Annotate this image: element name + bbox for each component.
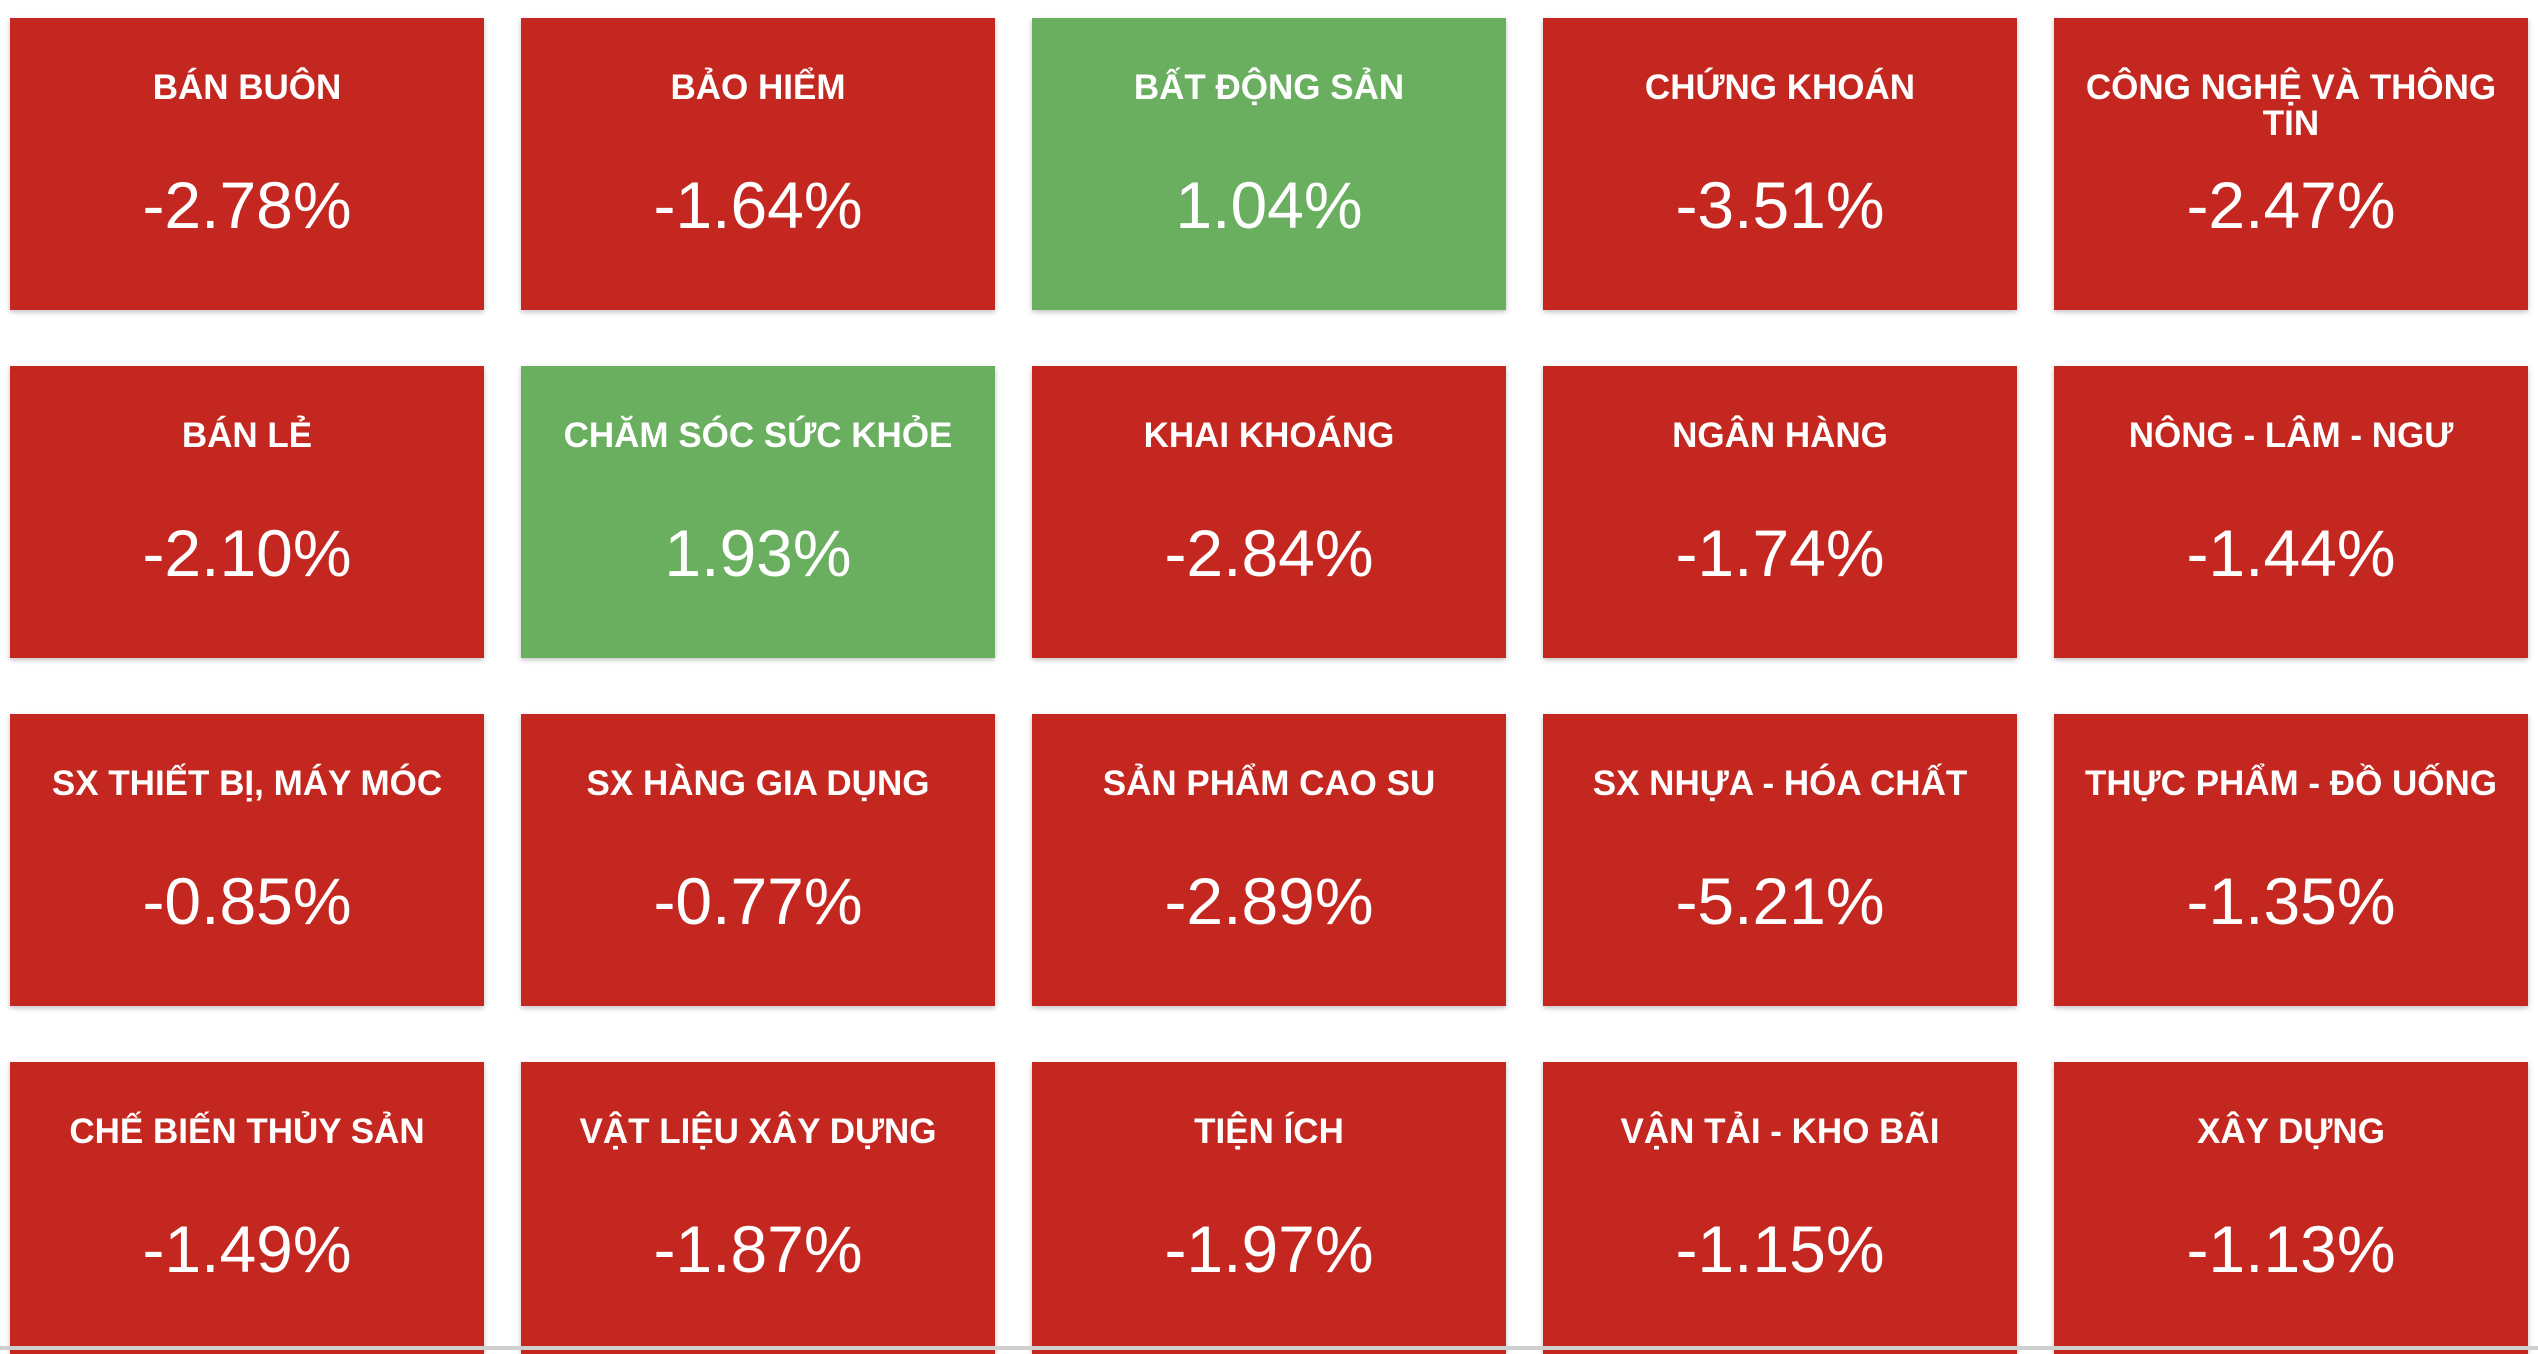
sector-tile[interactable]: VẬN TẢI - KHO BÃI -1.15%: [1543, 1062, 2017, 1354]
sector-tile[interactable]: CHỨNG KHOÁN -3.51%: [1543, 18, 2017, 310]
sector-label: BẤT ĐỘNG SẢN: [1133, 68, 1405, 107]
sector-label: NÔNG - LÂM - NGƯ: [2128, 416, 2454, 455]
sector-tile[interactable]: CHẾ BIẾN THỦY SẢN -1.49%: [10, 1062, 484, 1354]
sector-label: SX THIẾT BỊ, MÁY MÓC: [51, 764, 443, 803]
sector-label: CÔNG NGHỆ VÀ THÔNG TIN: [2085, 68, 2497, 143]
sector-tile[interactable]: BẢO HIỂM -1.64%: [521, 18, 995, 310]
sector-change-value: -2.89%: [1164, 864, 1374, 938]
sector-tile[interactable]: TIỆN ÍCH -1.97%: [1032, 1062, 1506, 1354]
sector-change-value: -2.84%: [1164, 516, 1374, 590]
sector-label: SX NHỰA - HÓA CHẤT: [1592, 764, 1968, 803]
sector-change-value: -1.49%: [142, 1212, 352, 1286]
sector-label: VẬT LIỆU XÂY DỰNG: [579, 1112, 937, 1151]
sector-change-value: -0.77%: [653, 864, 863, 938]
sector-label: TIỆN ÍCH: [1194, 1112, 1344, 1151]
sector-tile[interactable]: BÁN LẺ -2.10%: [10, 366, 484, 658]
sector-change-value: -1.15%: [1675, 1212, 1885, 1286]
sector-tile[interactable]: CÔNG NGHỆ VÀ THÔNG TIN -2.47%: [2054, 18, 2528, 310]
sector-tile[interactable]: SX HÀNG GIA DỤNG -0.77%: [521, 714, 995, 1006]
sector-tile[interactable]: BÁN BUÔN -2.78%: [10, 18, 484, 310]
sector-tile[interactable]: SX NHỰA - HÓA CHẤT -5.21%: [1543, 714, 2017, 1006]
sector-change-value: -0.85%: [142, 864, 352, 938]
sector-label: BÁN LẺ: [181, 416, 313, 455]
sector-label: THỰC PHẨM - ĐỒ UỐNG: [2084, 764, 2498, 803]
sector-label: SẢN PHẨM CAO SU: [1102, 764, 1436, 803]
sector-change-value: -1.87%: [653, 1212, 863, 1286]
sector-tile[interactable]: VẬT LIỆU XÂY DỰNG -1.87%: [521, 1062, 995, 1354]
sector-change-value: -1.64%: [653, 168, 863, 242]
sector-change-value: -2.78%: [142, 168, 352, 242]
sector-label: CHẾ BIẾN THỦY SẢN: [69, 1112, 425, 1151]
sector-change-value: 1.04%: [1175, 168, 1363, 242]
sector-label: KHAI KHOÁNG: [1143, 416, 1395, 455]
sector-label: SX HÀNG GIA DỤNG: [586, 764, 930, 803]
sector-tile[interactable]: SX THIẾT BỊ, MÁY MÓC -0.85%: [10, 714, 484, 1006]
sector-change-value: -3.51%: [1675, 168, 1885, 242]
sector-tile[interactable]: NÔNG - LÂM - NGƯ -1.44%: [2054, 366, 2528, 658]
sector-label: VẬN TẢI - KHO BÃI: [1620, 1112, 1940, 1151]
sector-change-value: -1.74%: [1675, 516, 1885, 590]
sector-tile[interactable]: SẢN PHẨM CAO SU -2.89%: [1032, 714, 1506, 1006]
sector-label: XÂY DỰNG: [2197, 1112, 2385, 1151]
sector-change-value: -5.21%: [1675, 864, 1885, 938]
sector-tile[interactable]: CHĂM SÓC SỨC KHỎE 1.93%: [521, 366, 995, 658]
bottom-divider: [0, 1346, 2538, 1350]
sector-change-value: -1.35%: [2186, 864, 2396, 938]
sector-change-value: 1.93%: [664, 516, 852, 590]
sector-heatmap: BÁN BUÔN -2.78% BẢO HIỂM -1.64% BẤT ĐỘNG SẢN…: [10, 18, 2528, 1354]
sector-label: CHĂM SÓC SỨC KHỎE: [563, 416, 953, 455]
sector-tile[interactable]: KHAI KHOÁNG -2.84%: [1032, 366, 1506, 658]
sector-change-value: -1.44%: [2186, 516, 2396, 590]
sector-tile[interactable]: BẤT ĐỘNG SẢN 1.04%: [1032, 18, 1506, 310]
sector-label: BÁN BUÔN: [152, 68, 342, 107]
sector-change-value: -2.47%: [2186, 168, 2396, 242]
sector-label: CHỨNG KHOÁN: [1644, 68, 1916, 107]
sector-tile[interactable]: XÂY DỰNG -1.13%: [2054, 1062, 2528, 1354]
sector-change-value: -2.10%: [142, 516, 352, 590]
sector-label: NGÂN HÀNG: [1672, 416, 1888, 455]
sector-label: BẢO HIỂM: [670, 68, 846, 107]
sector-tile[interactable]: NGÂN HÀNG -1.74%: [1543, 366, 2017, 658]
sector-change-value: -1.13%: [2186, 1212, 2396, 1286]
sector-tile[interactable]: THỰC PHẨM - ĐỒ UỐNG -1.35%: [2054, 714, 2528, 1006]
sector-change-value: -1.97%: [1164, 1212, 1374, 1286]
